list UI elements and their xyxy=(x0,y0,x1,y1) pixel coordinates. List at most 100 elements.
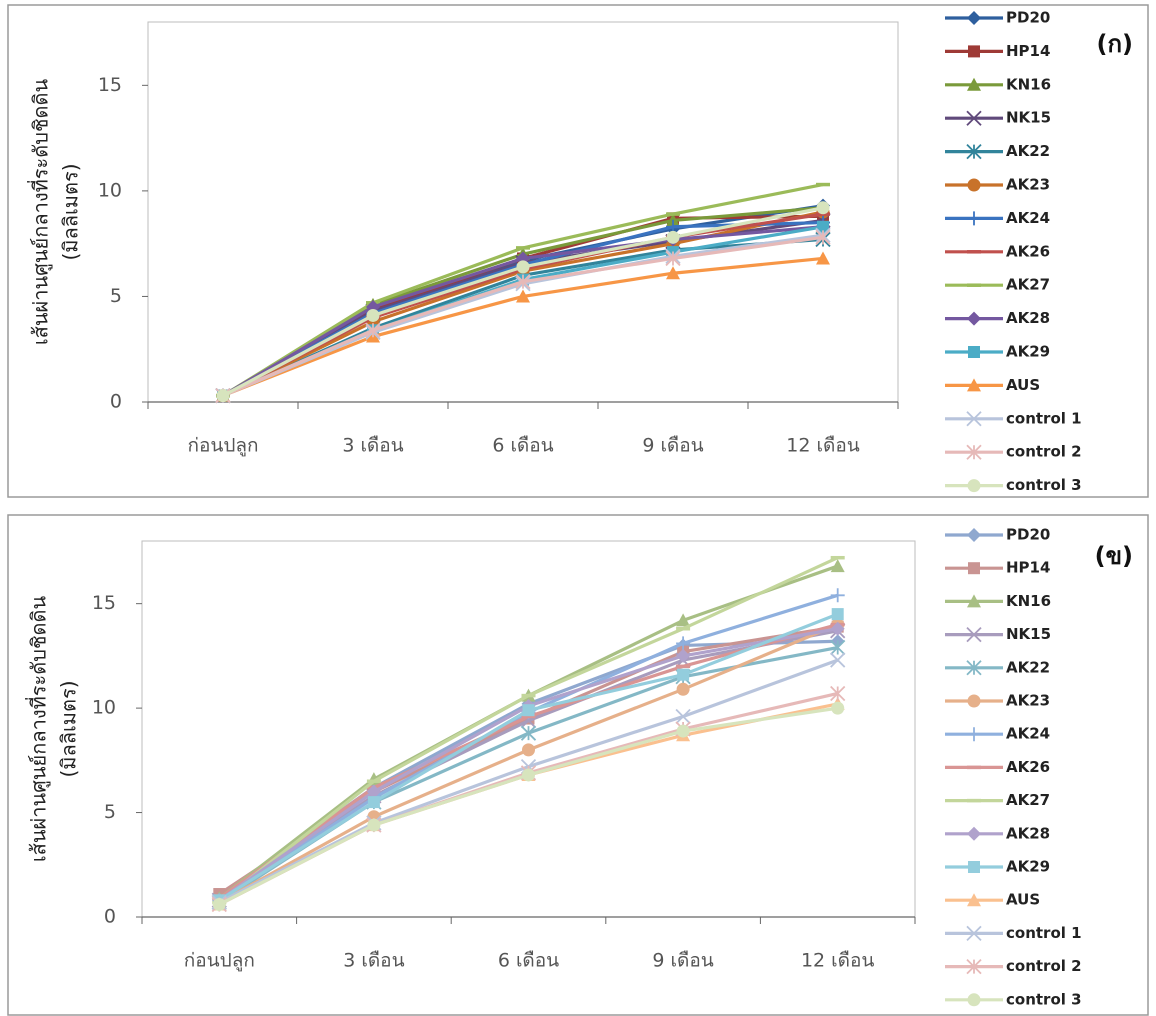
marker xyxy=(675,708,691,725)
legend-item: control 2 xyxy=(945,443,1082,461)
marker xyxy=(522,743,535,757)
legend-label: AK23 xyxy=(1006,692,1050,710)
marker xyxy=(815,229,831,245)
marker xyxy=(967,594,981,608)
x-tick-label: 3 เดือน xyxy=(343,950,404,972)
legend-item: AK22 xyxy=(945,142,1050,160)
x-tick-label: 3 เดือน xyxy=(342,435,403,457)
marker xyxy=(966,143,982,160)
marker xyxy=(966,444,982,460)
legend-item: AK23 xyxy=(945,692,1050,710)
legend-label: AK28 xyxy=(1006,309,1050,327)
marker xyxy=(966,626,982,643)
legend-item: AK24 xyxy=(945,209,1050,227)
marker xyxy=(830,639,846,656)
marker xyxy=(522,704,535,717)
marker xyxy=(676,724,690,738)
legend-label: control 1 xyxy=(1006,409,1082,427)
marker xyxy=(516,260,530,274)
legend-item: AK27 xyxy=(945,791,1050,809)
marker xyxy=(967,727,981,742)
marker xyxy=(967,694,981,708)
legend-item: AK24 xyxy=(945,725,1050,743)
legend-label: KN16 xyxy=(1006,592,1051,610)
marker xyxy=(830,652,846,668)
legend-label: AK27 xyxy=(1006,276,1050,294)
y-tick-label: 5 xyxy=(110,285,122,307)
chart-frame xyxy=(7,514,1149,1016)
legend-item: AK28 xyxy=(945,309,1050,327)
x-tick-label: 9 เดือน xyxy=(652,950,713,972)
marker xyxy=(817,220,829,233)
legend-label: HP14 xyxy=(1006,559,1050,577)
marker xyxy=(830,588,845,603)
legend-item: AK27 xyxy=(945,276,1050,294)
y-axis-label-line: (มิลลิเมตร) xyxy=(59,163,83,260)
marker xyxy=(966,958,982,975)
legend-item: AUS xyxy=(945,376,1040,394)
y-tick-label: 10 xyxy=(98,179,122,201)
y-tick-label: 0 xyxy=(110,391,122,413)
legend-item: AK26 xyxy=(945,758,1050,776)
marker xyxy=(831,701,845,715)
legend-item: PD20 xyxy=(945,9,1050,27)
x-tick-label: 12 เดือน xyxy=(801,950,874,972)
marker xyxy=(366,308,380,322)
legend-label: AUS xyxy=(1006,891,1040,909)
legend-item: AK26 xyxy=(945,242,1050,260)
y-axis-label-line: เส้นผ่านศูนย์กลางที่ระดับชิดดิน xyxy=(27,78,54,345)
legend-label: control 2 xyxy=(1006,443,1082,461)
marker xyxy=(676,648,691,663)
marker xyxy=(676,613,691,627)
marker xyxy=(967,178,981,192)
legend-label: AK26 xyxy=(1006,242,1050,260)
marker xyxy=(515,274,531,290)
legend-item: AK23 xyxy=(945,176,1050,194)
legend-label: AK28 xyxy=(1006,824,1050,842)
legend-label: AK29 xyxy=(1006,343,1050,361)
marker xyxy=(830,685,846,702)
legend-item: HP14 xyxy=(945,559,1050,577)
marker xyxy=(516,289,530,303)
series xyxy=(216,201,830,403)
marker xyxy=(522,768,535,782)
legend-label: AK23 xyxy=(1006,176,1050,194)
marker xyxy=(831,608,844,621)
legend-label: AK27 xyxy=(1006,791,1050,809)
legend-label: AK24 xyxy=(1006,209,1050,227)
marker xyxy=(666,266,680,280)
marker xyxy=(677,668,690,681)
marker xyxy=(967,826,981,841)
legend-item: control 3 xyxy=(945,990,1082,1008)
y-axis-label: เส้นผ่านศูนย์กลางที่ระดับชิดดิน (มิลลิเมต… xyxy=(25,595,81,862)
marker xyxy=(520,725,537,741)
legend-label: control 3 xyxy=(1006,476,1082,494)
y-axis-label-line: เส้นผ่านศูนย์กลางที่ระดับชิดดิน xyxy=(25,595,52,862)
marker xyxy=(367,818,381,832)
x-tick-label: ก่อนปลูก xyxy=(184,950,255,972)
legend-item: PD20 xyxy=(945,526,1050,544)
marker xyxy=(967,311,981,326)
marker xyxy=(366,784,381,799)
legend-label: PD20 xyxy=(1006,526,1050,544)
legend-label: AK22 xyxy=(1006,142,1050,160)
y-tick-label: 5 xyxy=(104,801,116,823)
legend-item: AUS xyxy=(945,891,1040,909)
x-tick-label: 6 เดือน xyxy=(498,950,559,972)
marker xyxy=(967,11,981,25)
legend-label: NK15 xyxy=(1006,109,1051,127)
legend-label: control 3 xyxy=(1006,990,1082,1008)
panel-label: (ก) xyxy=(1097,30,1133,58)
legend-item: KN16 xyxy=(945,75,1051,93)
legend-label: control 1 xyxy=(1006,924,1082,942)
marker xyxy=(830,621,845,636)
marker xyxy=(967,479,981,493)
y-tick-label: 15 xyxy=(98,74,122,96)
legend-label: PD20 xyxy=(1006,9,1050,27)
marker xyxy=(966,925,982,942)
legend-label: AUS xyxy=(1006,376,1040,394)
legend-label: HP14 xyxy=(1006,42,1050,60)
marker xyxy=(816,201,830,215)
marker xyxy=(367,796,380,809)
